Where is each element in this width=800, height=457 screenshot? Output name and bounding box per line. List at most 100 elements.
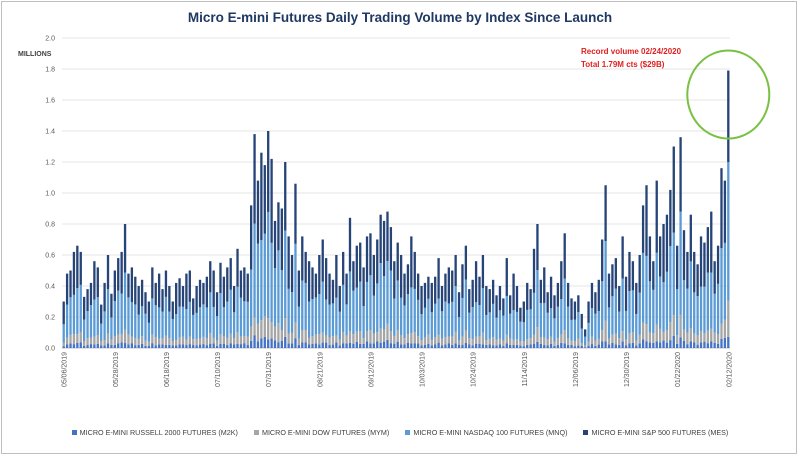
bar-segment [553,341,556,346]
bar-segment [362,343,365,348]
bar-segment [723,319,727,338]
bar-segment [594,313,597,341]
y-tick-label: 1.2 [45,160,55,167]
bar-segment [696,264,699,297]
bar-segment [423,337,427,345]
bar-segment [468,289,471,313]
bar-stack [100,304,103,348]
bar-segment [226,344,229,348]
bar-segment [202,344,205,348]
bar-segment [434,303,437,338]
bar-stack [219,262,222,348]
y-tick-label: 2.0 [45,36,55,43]
bar-segment [140,343,144,348]
bar-stack [144,292,147,348]
bar-segment [706,227,710,273]
bar-segment [243,301,246,336]
bar-segment [563,233,566,279]
bar-segment [369,233,372,276]
bar-segment [318,294,321,335]
bar-segment [297,270,301,307]
bar-segment [451,270,454,302]
bar-segment [113,270,116,302]
bar-segment [82,296,86,320]
bar-segment [318,334,321,345]
bar-segment [723,180,727,243]
bar-segment [495,339,498,346]
bar-segment [205,345,209,348]
bar-segment [222,307,226,337]
bar-stack [706,227,710,348]
bar-segment [614,288,617,334]
bar-segment [607,338,611,345]
bar-segment [720,339,723,348]
bar-segment [93,261,96,300]
bar-segment [277,323,280,343]
bar-segment [549,308,553,337]
bar-stack [321,239,324,348]
bar-segment [294,243,297,323]
bar-segment [645,324,648,342]
bar-stack [62,301,65,348]
legend-label-m2k: MICRO E-MINI RUSSELL 2000 FUTURES (M2K) [79,428,238,437]
bar-stack [478,276,481,348]
bar-segment [529,289,532,310]
bar-segment [72,344,76,348]
bar-segment [120,293,123,334]
bar-segment [583,329,587,337]
bar-segment [563,330,566,344]
bar-segment [416,343,420,348]
bar-segment [123,329,127,344]
bar-segment [232,312,236,339]
bar-stack [474,261,478,348]
bar-segment [69,343,72,348]
bar-stack [447,267,450,348]
bar-segment [505,258,508,296]
bar-segment [304,282,307,331]
annotation-line-2: Total 1.79M cts ($29B) [581,60,665,69]
bar-stack [140,279,144,348]
bar-stack [369,233,372,348]
bar-segment [457,344,461,348]
bar-segment [103,311,106,341]
bar-stack [331,279,335,348]
bar-stack [618,286,621,348]
bar-stack [188,270,191,349]
bar-segment [416,273,420,300]
bar-segment [284,162,287,231]
bar-segment [481,332,485,345]
bar-segment [277,202,280,251]
bar-segment [345,273,348,305]
bar-segment [703,242,706,287]
bar-segment [212,306,215,338]
bar-segment [478,305,481,337]
bar-segment [147,301,151,323]
bar-segment [178,344,181,348]
bar-segment [662,331,665,341]
bar-stack [529,289,532,348]
bar-segment [62,324,65,343]
bar-segment [682,280,686,330]
bar-segment [137,286,140,315]
bar-segment [93,344,96,348]
bar-segment [669,189,672,247]
bar-stack [710,211,713,348]
bar-segment [573,301,577,320]
bar-segment [151,298,154,335]
bar-stack [352,261,355,348]
bar-segment [526,309,529,340]
bar-segment [710,328,713,342]
bar-segment [96,335,99,344]
bar-segment [457,340,461,345]
bar-segment [427,298,430,335]
bar-segment [226,267,229,302]
bar-segment [423,282,427,308]
bar-stack [260,152,263,348]
bar-segment [703,286,706,334]
bar-segment [215,340,219,346]
bar-stack [560,261,563,348]
bar-segment [382,329,386,342]
bar-stack [403,273,406,348]
bar-segment [679,314,682,338]
bar-stack [587,301,590,348]
